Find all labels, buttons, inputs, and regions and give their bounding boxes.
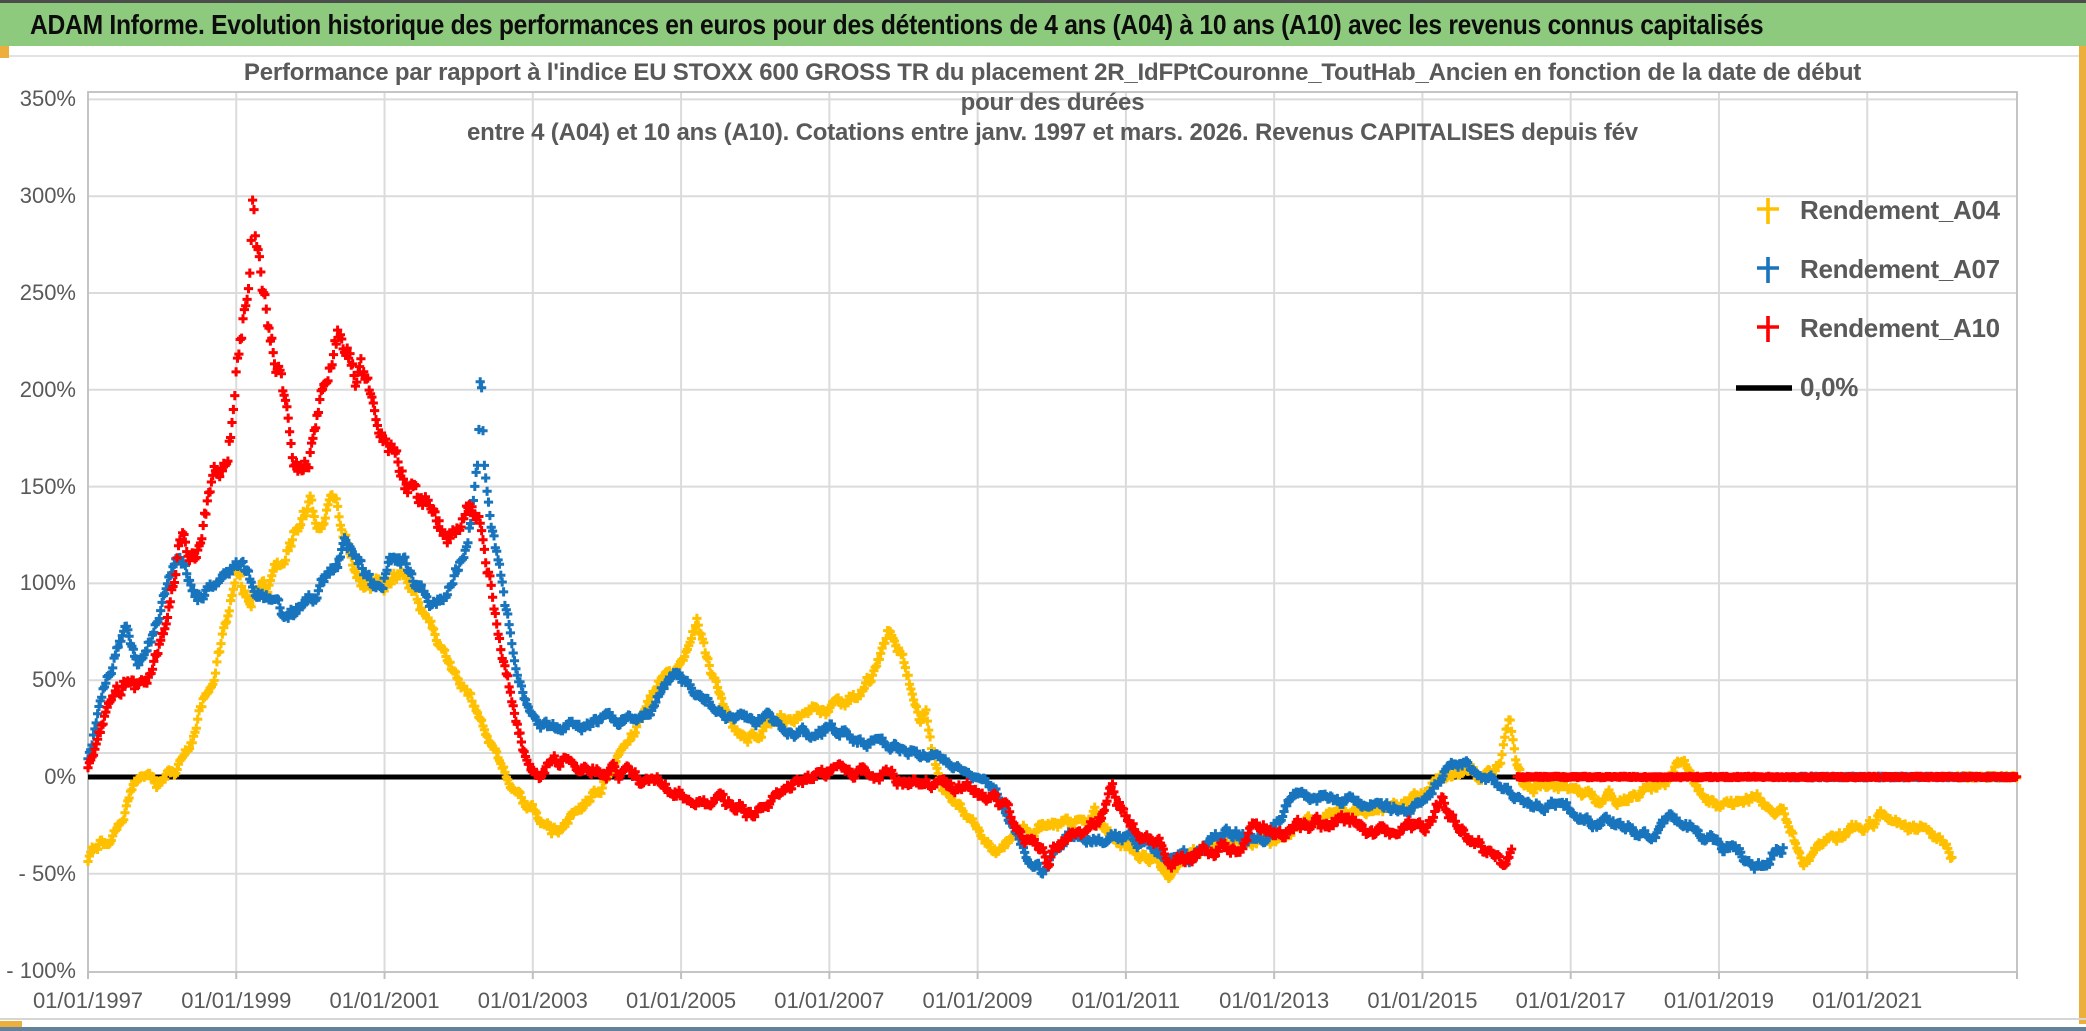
legend-item-rendement-a10[interactable]: Rendement_A10 [1736,299,2000,358]
x-tick-label: 01/01/2017 [1515,988,1626,1013]
x-tick-label: 01/01/2019 [1663,988,1775,1013]
plot-border [87,91,2018,973]
x-tick-label: 01/01/2021 [1812,988,1923,1013]
y-tick-label: 300% [19,183,76,209]
legend-label: Rendement_A10 [1800,313,2000,343]
window-title: ADAM Informe. Evolution historique des p… [30,8,1764,40]
y-tick-label: 350% [19,86,76,112]
titlebar-shadow-strip [0,46,2086,57]
y-tick-label: - 50% [18,860,76,886]
chart-legend: Rendement_A04 Rendement_A07 Rendement_A1… [1736,181,2000,417]
x-tick-label: 01/01/2011 [1071,988,1181,1013]
x-tick-label: 01/01/2007 [774,988,885,1013]
x-tick-label: 01/01/2001 [329,988,440,1013]
x-tick-label: 01/01/2013 [1219,988,1330,1013]
zero-line-marker-icon [1736,382,1800,394]
y-tick-label: 250% [19,280,76,305]
window-bottom-edge [0,1027,2086,1031]
legend-label: Rendement_A07 [1800,254,2000,284]
x-tick-label: 01/01/2005 [626,988,737,1013]
x-tick-label: 01/01/2009 [922,988,1033,1013]
plus-marker-icon [1736,196,1800,226]
y-tick-label: 50% [31,667,76,693]
gold-frame-right-edge [2079,46,2086,1024]
zero-reference-line [88,774,2017,780]
gold-frame-left-notch [0,46,9,58]
series-rendement-a04 [83,490,2022,883]
x-tick-label: 01/01/2015 [1367,988,1478,1013]
window-title-bar: ADAM Informe. Evolution historique des p… [0,0,2086,46]
y-tick-label: 0% [44,764,76,789]
plus-marker-icon [1736,314,1800,344]
x-tick-label: 01/01/1999 [181,988,292,1013]
x-tick-label: 01/01/2003 [477,988,588,1013]
series-rendement-a10 [83,195,2022,873]
y-tick-label: 150% [19,473,76,499]
legend-item-rendement-a07[interactable]: Rendement_A07 [1736,240,2000,299]
y-tick-label: 200% [19,376,76,402]
plus-marker-icon [1736,255,1800,285]
y-tick-label: 100% [19,570,76,596]
legend-item-rendement-a04[interactable]: Rendement_A04 [1736,181,2000,240]
legend-label: 0,0% [1800,372,1859,402]
gold-frame-bottom-left [0,1021,22,1030]
y-tick-label: - 100% [6,957,76,983]
legend-item-zero-line[interactable]: 0,0% [1736,358,2000,417]
x-tick-label: 01/01/1997 [32,988,144,1013]
legend-label: Rendement_A04 [1800,195,2000,225]
bottom-divider-line [0,1018,2086,1020]
